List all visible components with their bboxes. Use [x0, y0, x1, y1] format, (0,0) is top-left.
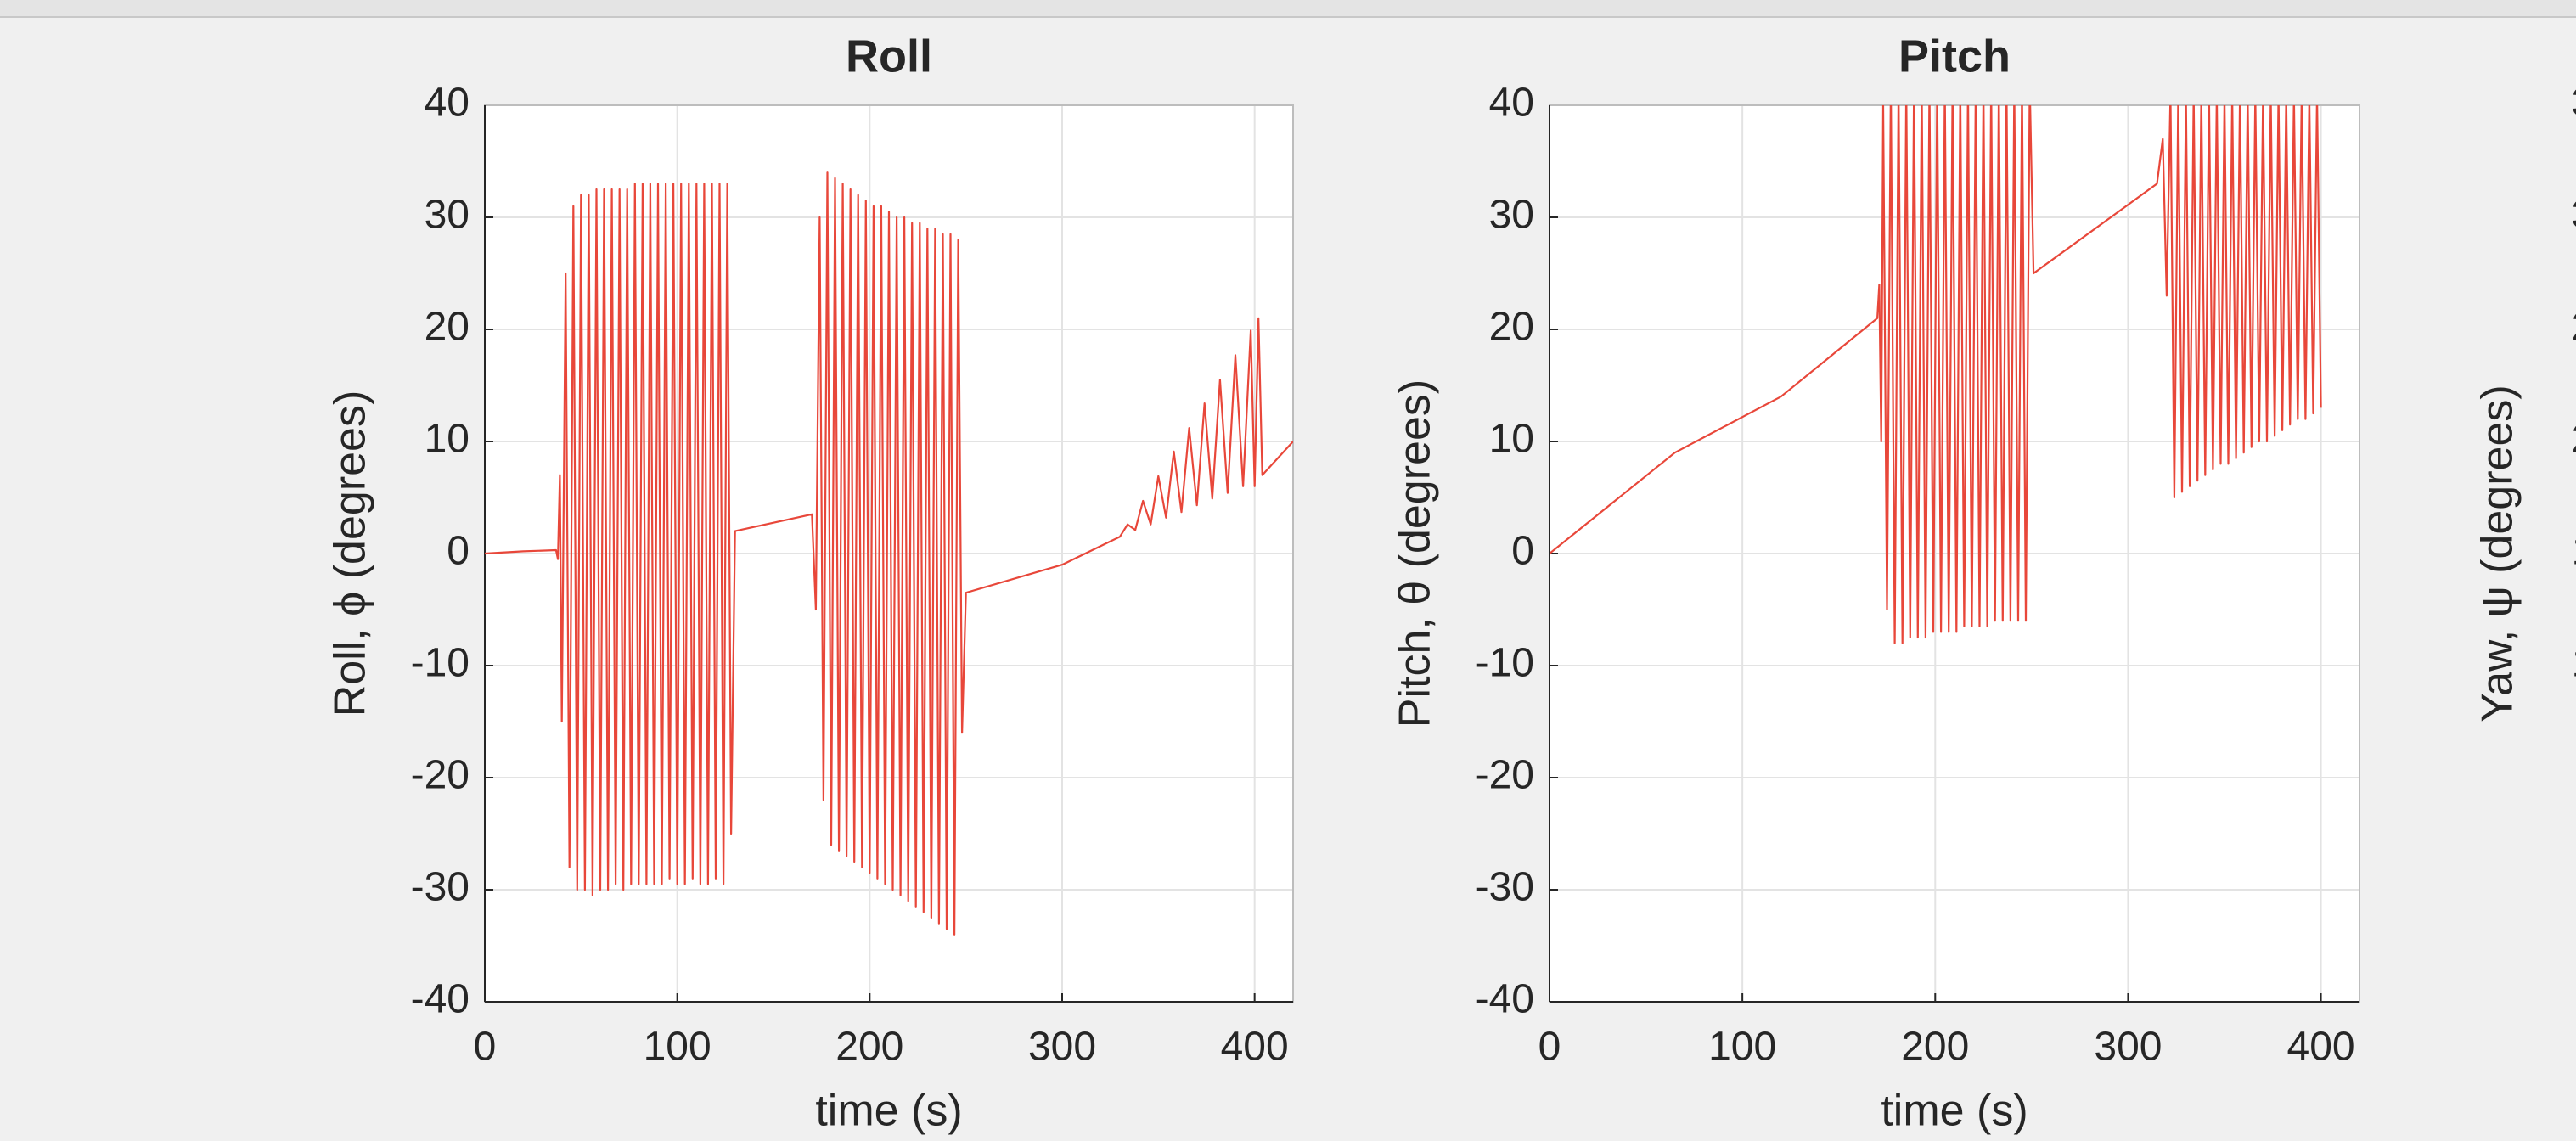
data-line	[1550, 105, 2322, 644]
y-tick-label: 0	[447, 529, 470, 574]
y-axis-label: Roll, ϕ (degrees)	[326, 391, 375, 717]
y-tick-label: 25	[2572, 305, 2576, 350]
x-tick-label: 100	[644, 1025, 711, 1070]
y-tick-label: 10	[1489, 417, 1534, 462]
x-axis-label: time (s)	[1881, 1087, 2028, 1136]
x-tick-label: 0	[474, 1025, 497, 1070]
y-tick-label: 30	[425, 193, 470, 238]
y-tick-label: 20	[2572, 417, 2576, 462]
y-tick-label: 0	[1511, 529, 1534, 574]
x-tick-label: 300	[1028, 1025, 1096, 1070]
x-tick-label: 400	[2287, 1025, 2355, 1070]
x-tick-label: 200	[835, 1025, 903, 1070]
y-tick-label: -10	[411, 641, 470, 686]
y-tick-label: 40	[425, 81, 470, 126]
chart-title: Pitch	[1898, 31, 2011, 82]
y-tick-label: 15	[2572, 529, 2576, 574]
y-tick-label: 10	[425, 417, 470, 462]
x-tick-label: 400	[1221, 1025, 1289, 1070]
y-tick-label: -40	[1476, 977, 1534, 1022]
toolbar	[0, 0, 2576, 17]
y-axis-label: Yaw, ψ (degrees)	[2473, 385, 2523, 722]
y-axis-label: Pitch, θ (degrees)	[1391, 379, 1440, 728]
y-tick-label: 10	[2572, 641, 2576, 686]
x-tick-label: 200	[1901, 1025, 1969, 1070]
y-tick-label: -40	[411, 977, 470, 1022]
y-tick-label: -20	[411, 753, 470, 798]
data-line	[485, 171, 1293, 936]
x-tick-label: 0	[1538, 1025, 1561, 1070]
chart-title: Roll	[846, 31, 932, 82]
y-tick-label: 20	[1489, 305, 1534, 350]
y-tick-label: 40	[1489, 81, 1534, 126]
y-tick-label: -10	[1476, 641, 1534, 686]
y-tick-label: -30	[411, 865, 470, 910]
x-axis-label: time (s)	[815, 1087, 962, 1136]
y-tick-label: -30	[1476, 865, 1534, 910]
y-tick-label: 20	[425, 305, 470, 350]
y-tick-label: 30	[1489, 193, 1534, 238]
x-tick-label: 100	[1708, 1025, 1776, 1070]
y-tick-label: -20	[1476, 753, 1534, 798]
y-tick-label: 30	[2572, 193, 2576, 238]
x-tick-label: 300	[2094, 1025, 2162, 1070]
y-tick-label: 35	[2572, 81, 2576, 126]
